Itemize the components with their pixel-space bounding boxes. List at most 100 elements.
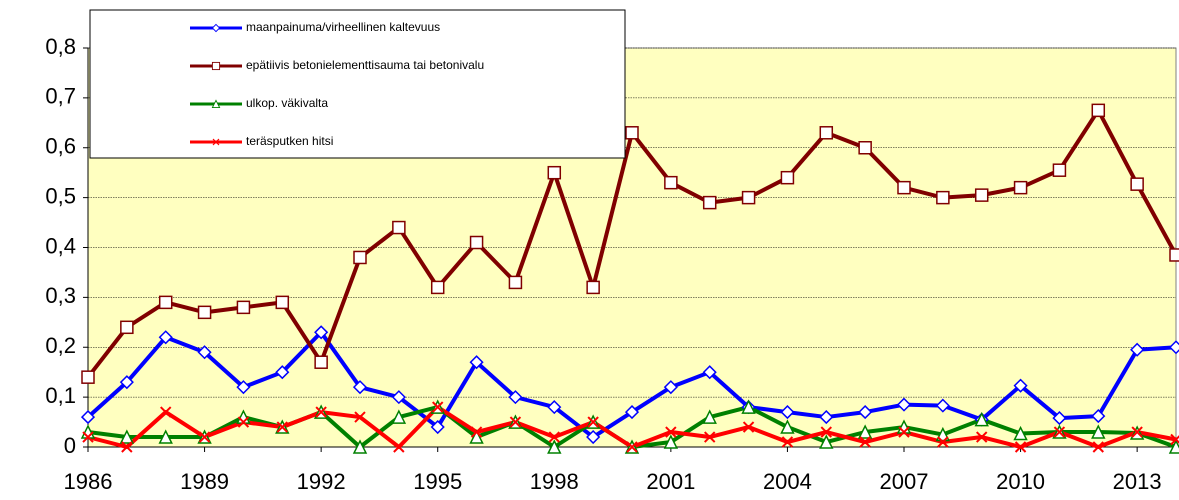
marker bbox=[391, 409, 407, 424]
marker bbox=[430, 280, 445, 295]
marker bbox=[158, 330, 173, 345]
marker bbox=[974, 188, 989, 202]
marker bbox=[160, 406, 172, 418]
marker bbox=[1091, 424, 1106, 439]
marker bbox=[276, 421, 288, 433]
marker bbox=[120, 320, 134, 335]
marker bbox=[275, 295, 290, 310]
x-tick-label: 2001 bbox=[646, 469, 695, 494]
marker bbox=[314, 355, 328, 369]
marker bbox=[625, 126, 639, 140]
marker bbox=[896, 397, 912, 412]
marker bbox=[1053, 426, 1066, 438]
marker bbox=[936, 190, 950, 205]
marker bbox=[664, 175, 678, 190]
marker bbox=[626, 441, 638, 453]
marker bbox=[393, 441, 405, 453]
y-tick-label: 0,4 bbox=[45, 233, 76, 258]
marker bbox=[781, 436, 794, 448]
marker bbox=[1013, 425, 1028, 441]
marker bbox=[586, 429, 601, 445]
marker bbox=[780, 405, 795, 420]
marker bbox=[1091, 409, 1106, 424]
marker bbox=[314, 325, 329, 340]
marker bbox=[976, 431, 988, 443]
marker bbox=[158, 429, 173, 444]
marker bbox=[587, 416, 599, 428]
marker bbox=[1014, 441, 1027, 453]
marker bbox=[275, 365, 290, 380]
marker bbox=[353, 250, 367, 265]
legend-marker bbox=[211, 61, 221, 71]
marker bbox=[469, 355, 484, 370]
marker bbox=[974, 411, 989, 427]
marker bbox=[859, 436, 871, 448]
marker bbox=[857, 424, 873, 439]
marker bbox=[236, 380, 251, 395]
marker bbox=[508, 390, 523, 405]
marker bbox=[548, 431, 560, 443]
marker bbox=[702, 195, 717, 210]
marker bbox=[1052, 411, 1067, 426]
y-tick-label: 0,6 bbox=[45, 134, 76, 159]
marker bbox=[119, 429, 135, 444]
marker bbox=[432, 401, 444, 413]
marker bbox=[858, 405, 873, 420]
marker bbox=[624, 405, 640, 420]
x-tick-label: 1986 bbox=[64, 469, 113, 494]
marker bbox=[392, 220, 406, 235]
legend-marker bbox=[212, 138, 220, 146]
marker bbox=[236, 300, 251, 315]
marker bbox=[1168, 340, 1179, 355]
marker bbox=[469, 235, 484, 250]
x-tick-label: 2007 bbox=[880, 469, 929, 494]
y-tick-label: 0,2 bbox=[45, 333, 76, 358]
x-tick-label: 1989 bbox=[180, 469, 229, 494]
marker bbox=[509, 416, 522, 428]
marker bbox=[702, 409, 717, 424]
x-tick-label: 1992 bbox=[297, 469, 346, 494]
marker bbox=[702, 365, 717, 380]
legend-marker bbox=[211, 23, 221, 33]
marker bbox=[1091, 103, 1106, 118]
marker bbox=[858, 141, 872, 155]
marker bbox=[1130, 177, 1144, 191]
marker bbox=[430, 419, 445, 435]
marker bbox=[741, 190, 756, 205]
legend-box bbox=[89, 9, 626, 159]
marker bbox=[119, 375, 134, 390]
marker bbox=[1130, 342, 1145, 357]
marker bbox=[1170, 433, 1179, 446]
marker bbox=[665, 426, 677, 438]
marker bbox=[741, 399, 756, 414]
y-tick-label: 0 bbox=[64, 433, 76, 458]
legend-marker bbox=[211, 99, 221, 109]
marker bbox=[121, 441, 133, 453]
marker bbox=[663, 380, 678, 395]
legend-label: epätiivis betonielementtisauma tai beton… bbox=[246, 58, 484, 72]
legend-label: maanpainuma/virheellinen kaltevuus bbox=[246, 20, 440, 34]
marker bbox=[1013, 180, 1028, 195]
marker bbox=[819, 434, 834, 449]
marker bbox=[547, 165, 562, 180]
marker bbox=[237, 416, 250, 428]
marker bbox=[315, 406, 327, 418]
marker bbox=[935, 398, 950, 413]
marker bbox=[508, 275, 523, 290]
x-tick-label: 1998 bbox=[530, 469, 579, 494]
y-tick-label: 0,1 bbox=[45, 383, 76, 408]
marker bbox=[1013, 378, 1028, 393]
marker bbox=[547, 439, 562, 454]
marker bbox=[197, 305, 212, 320]
marker bbox=[1131, 426, 1143, 438]
marker bbox=[586, 280, 600, 295]
marker bbox=[742, 421, 755, 433]
x-tick-label: 2013 bbox=[1113, 469, 1162, 494]
marker bbox=[158, 295, 173, 310]
legend-label: teräsputken hitsi bbox=[246, 134, 333, 148]
y-tick-label: 0,7 bbox=[45, 84, 76, 109]
marker bbox=[897, 180, 911, 195]
marker bbox=[819, 126, 834, 140]
marker bbox=[391, 390, 406, 405]
